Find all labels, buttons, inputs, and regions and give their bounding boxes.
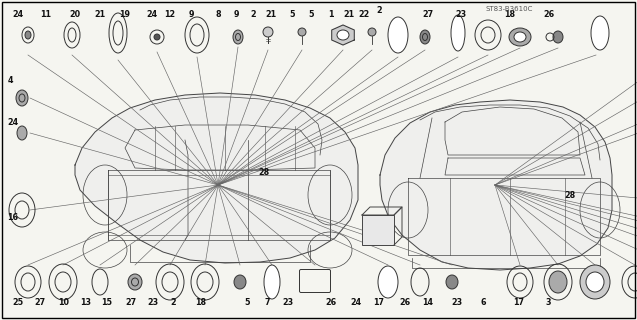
Ellipse shape: [591, 16, 609, 50]
Text: 5: 5: [308, 10, 313, 19]
Text: 27: 27: [125, 298, 136, 307]
Ellipse shape: [337, 30, 349, 40]
Text: 6: 6: [480, 298, 485, 307]
Text: 26: 26: [326, 298, 337, 307]
Text: 17: 17: [513, 298, 525, 307]
Text: 21: 21: [94, 10, 106, 19]
Text: 26: 26: [543, 10, 555, 19]
Text: 21: 21: [343, 10, 354, 19]
Text: 24: 24: [350, 298, 361, 307]
Text: 16: 16: [8, 213, 18, 222]
Text: 18: 18: [504, 10, 515, 19]
Text: 3: 3: [545, 298, 550, 307]
Ellipse shape: [378, 266, 398, 298]
Text: 23: 23: [455, 10, 466, 19]
Ellipse shape: [446, 275, 458, 289]
Text: 25: 25: [12, 298, 24, 307]
Text: 2: 2: [171, 298, 176, 307]
Ellipse shape: [514, 32, 526, 42]
Text: 14: 14: [422, 298, 434, 307]
Text: 7: 7: [265, 298, 270, 307]
Ellipse shape: [451, 15, 465, 51]
Ellipse shape: [368, 28, 376, 36]
Text: 24: 24: [12, 10, 24, 19]
Text: 28: 28: [258, 168, 269, 177]
Text: 1: 1: [329, 10, 334, 19]
Ellipse shape: [586, 272, 604, 292]
Ellipse shape: [420, 30, 430, 44]
Text: 18: 18: [195, 298, 206, 307]
Ellipse shape: [388, 17, 408, 53]
Ellipse shape: [154, 34, 160, 40]
Text: 9: 9: [234, 10, 239, 19]
Text: 5: 5: [245, 298, 250, 307]
Text: 11: 11: [40, 10, 52, 19]
Text: 17: 17: [373, 298, 385, 307]
Text: 24: 24: [8, 118, 18, 127]
Ellipse shape: [233, 30, 243, 44]
Text: 28: 28: [564, 191, 576, 200]
Ellipse shape: [234, 275, 246, 289]
Ellipse shape: [128, 274, 142, 290]
Ellipse shape: [298, 28, 306, 36]
Ellipse shape: [263, 27, 273, 37]
Polygon shape: [332, 25, 354, 45]
Ellipse shape: [264, 265, 280, 299]
Polygon shape: [380, 100, 612, 270]
Text: 15: 15: [101, 298, 113, 307]
Text: 2: 2: [250, 10, 255, 19]
Text: 20: 20: [69, 10, 80, 19]
Text: 8: 8: [215, 10, 220, 19]
Text: 23: 23: [452, 298, 463, 307]
Ellipse shape: [16, 90, 28, 106]
Text: 19: 19: [118, 10, 130, 19]
Text: 27: 27: [422, 10, 434, 19]
Ellipse shape: [580, 265, 610, 299]
Text: ST83-B3610C: ST83-B3610C: [485, 5, 533, 12]
Ellipse shape: [25, 31, 31, 39]
Ellipse shape: [17, 126, 27, 140]
Text: 22: 22: [359, 10, 370, 19]
Bar: [362, 215, 394, 245]
Text: 12: 12: [164, 10, 176, 19]
Text: 26: 26: [399, 298, 410, 307]
Text: 21: 21: [265, 10, 276, 19]
Text: 27: 27: [34, 298, 46, 307]
Ellipse shape: [553, 31, 563, 43]
Text: 4: 4: [8, 76, 13, 85]
Text: 9: 9: [189, 10, 194, 19]
Text: 5: 5: [289, 10, 294, 19]
Text: 10: 10: [58, 298, 69, 307]
Text: 13: 13: [80, 298, 92, 307]
Text: 23: 23: [147, 298, 159, 307]
Ellipse shape: [549, 271, 567, 293]
Text: 23: 23: [282, 298, 294, 307]
Text: 24: 24: [146, 10, 157, 19]
Ellipse shape: [509, 28, 531, 46]
Text: 2: 2: [377, 6, 382, 15]
Polygon shape: [75, 93, 358, 263]
